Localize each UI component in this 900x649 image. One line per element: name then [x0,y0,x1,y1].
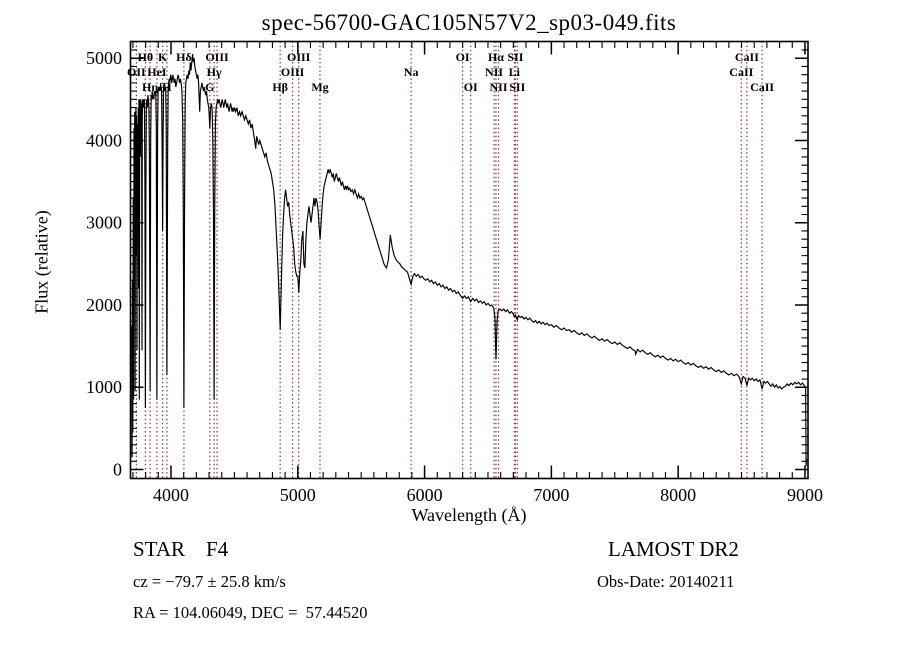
ra-dec-text: RA = 104.06049, DEC = 57.44520 [133,603,368,622]
survey-label: LAMOST DR2 [608,537,739,561]
x-tick-label: 8000 [660,485,696,505]
y-tick-label: 1000 [86,377,122,397]
spectral-line-label: H [162,80,172,94]
spectral-line-label: SII [507,50,523,64]
spectral-line-label: Mg [311,80,328,94]
obs-date-text: Obs-Date: 20140211 [597,572,735,591]
spectral-line-label: Hγ [207,65,222,79]
spectral-line-label: K [158,50,168,64]
object-class-label: STAR F4 [133,537,229,561]
spectral-line-label: NII [485,65,503,79]
spectral-line-label: Hδ [176,50,192,64]
x-tick-label: 4000 [153,485,189,505]
y-axis-label: Flux (relative) [31,210,52,314]
spectral-line-label: OI [464,80,478,94]
major-ticks [130,41,808,479]
spectral-line-label: SII [509,80,525,94]
x-tick-label: 7000 [533,485,569,505]
tick-labels: 4000 5000 6000 7000 8000 9000 0 1000 2000 3000 400… [86,48,823,505]
plot-frame [129,40,809,480]
axes-frame [129,40,809,480]
x-axis-label: Wavelength (Å) [411,505,527,525]
spectral-line-label: Hα [488,50,504,64]
x-tick-label: 5000 [280,485,316,505]
spectral-line-label: CaII [735,50,759,64]
spectral-line-label: OIII [287,50,311,64]
spectral-line-label: OII [127,65,146,79]
x-tick-label: 6000 [407,485,443,505]
spectral-line-labels: OIIHθHηHeIKHHδGHγOIIIHβOIIIOIIIMgNaOIOIN… [127,50,774,94]
plot-title: spec-56700-GAC105N57V2_sp03-049.fits [261,10,677,35]
spectral-line-label: Li [509,65,521,79]
spectral-line-label: Hη [142,80,158,94]
y-tick-label: 3000 [86,213,122,233]
spectral-line-label: OI [456,50,470,64]
spectral-line-label: CaII [729,65,753,79]
spectral-line-label: NII [489,80,507,94]
spectral-line-label: G [205,80,214,94]
spectral-line-label: Hβ [272,80,288,94]
radial-velocity-text: cz = −79.7 ± 25.8 km/s [133,572,286,591]
spectral-line-label: OIII [205,50,229,64]
spectral-line-label: OIII [281,65,305,79]
x-tick-label: 9000 [787,485,823,505]
spectral-line-label: HeI [147,65,167,79]
y-tick-label: 0 [113,460,122,480]
y-tick-label: 2000 [86,295,122,315]
spectrum-curve [131,54,808,467]
y-tick-label: 4000 [86,130,122,150]
spectral-line-label: Hθ [138,50,154,64]
spectral-line-label: Na [404,65,419,79]
minor-ticks [130,41,808,479]
y-tick-label: 5000 [86,48,122,68]
spectral-line-label: CaII [750,80,774,94]
